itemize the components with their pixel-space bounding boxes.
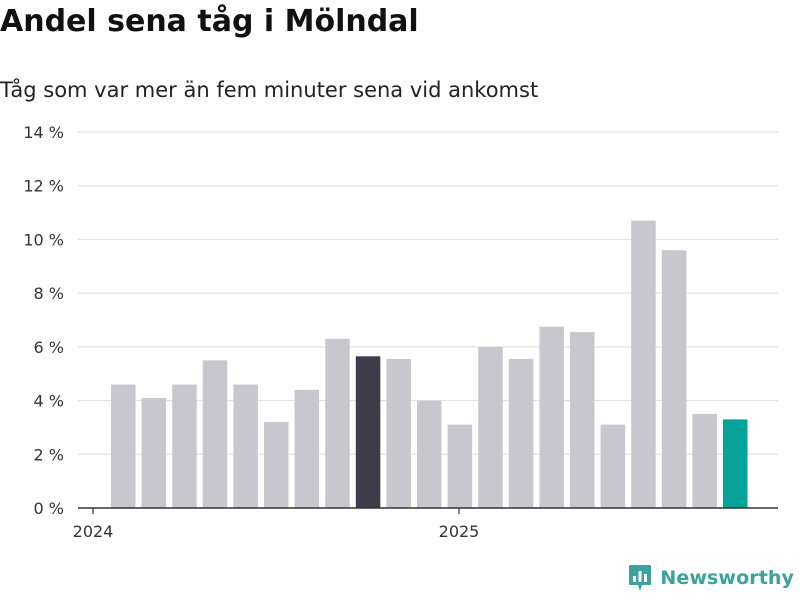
bar-chart-icon [629,565,652,591]
y-tick-label: 0 % [34,499,64,518]
y-tick-label: 14 % [23,123,64,142]
bar [692,414,717,508]
bar [417,400,442,508]
y-axis-ticks: 0 % 2 % 4 % 6 % 8 % 10 % 12 % 14 % [23,123,64,518]
y-tick-label: 6 % [34,338,64,357]
x-tick-label: 2025 [439,522,480,541]
x-tick-label: 2024 [73,522,114,541]
y-tick-label: 10 % [23,230,64,249]
bars [111,220,748,508]
bar [202,360,228,508]
bar [539,326,564,508]
bar [508,358,534,508]
bar [631,220,656,508]
chart-subtitle: Tåg som var mer än fem minuter sena vid … [0,78,539,102]
bar [723,419,748,508]
bar [478,346,503,508]
brand-name: Newsworthy [660,567,794,589]
y-tick-label: 4 % [34,392,64,411]
bar [233,384,258,508]
bar [661,250,687,508]
bar [111,384,136,508]
bar [264,422,289,508]
bar [570,332,595,508]
newsworthy-logo: Newsworthy [628,564,794,592]
y-tick-label: 2 % [34,445,64,464]
bar [141,397,167,508]
chart-title: Andel sena tåg i Mölndal [0,4,419,39]
bar [325,338,350,508]
bar [355,356,381,508]
bar [600,424,626,508]
bar [386,358,411,508]
y-tick-label: 12 % [23,177,64,196]
x-axis-ticks: 2024 2025 [73,508,480,541]
bar [172,384,197,508]
y-tick-label: 8 % [34,284,64,303]
bar [447,424,473,508]
bar [294,389,320,508]
